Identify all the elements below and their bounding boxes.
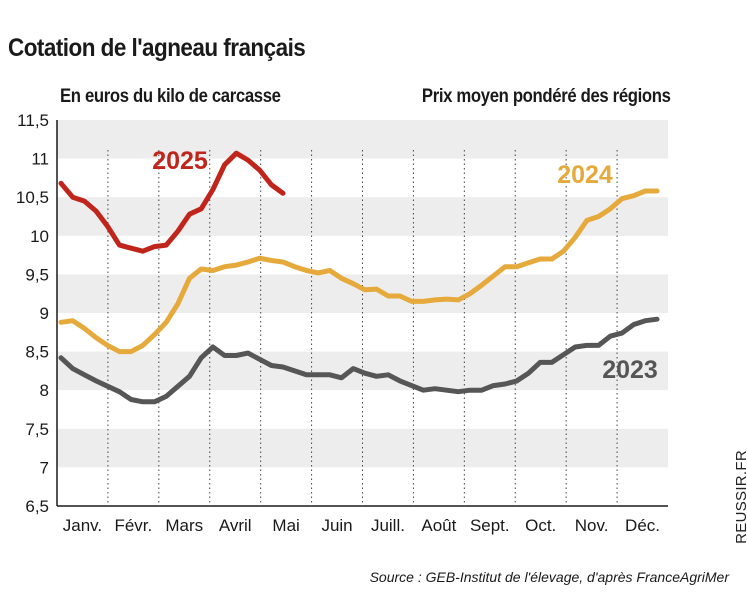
y-tick-label: 9,5 [25, 265, 49, 284]
series-line-2024 [58, 188, 660, 355]
x-tick-label: Janv. [63, 516, 102, 535]
credit-text: REUSSIR.FR [733, 450, 747, 544]
method-subtitle: Prix moyen pondéré des régions [422, 86, 671, 107]
y-tick-label: 9 [40, 304, 49, 323]
y-tick-label: 10 [30, 227, 49, 246]
series-line-2023 [58, 316, 660, 405]
x-tick-label: Févr. [114, 516, 152, 535]
x-tick-label: Déc. [625, 516, 660, 535]
y-tick-label: 11,5 [17, 111, 49, 130]
series-label-2023: 2023 [602, 356, 658, 384]
series-label-2024: 2024 [557, 161, 613, 189]
series-line-2025 [58, 150, 286, 254]
x-tick-label: Mai [272, 516, 299, 535]
x-tick-label: Avril [219, 516, 252, 535]
grid-band [57, 274, 668, 313]
x-tick-label: Mars [165, 516, 203, 535]
x-tick-label: Sept. [470, 516, 510, 535]
x-tick-label: Juin [321, 516, 352, 535]
y-tick-label: 10,5 [16, 188, 49, 207]
y-tick-label: 8 [40, 381, 49, 400]
x-tick-label: Oct. [525, 516, 556, 535]
y-tick-label: 11 [31, 150, 49, 169]
x-tick-label: Nov. [575, 516, 609, 535]
grid-band [57, 197, 668, 236]
series-label-2025: 2025 [152, 147, 208, 175]
y-tick-label: 7 [40, 458, 49, 477]
chart-title: Cotation de l'agneau français [8, 34, 306, 62]
source-note: Source : GEB-Institut de l'élevage, d'ap… [369, 569, 729, 585]
y-tick-label: 6,5 [25, 497, 49, 516]
y-tick-label: 8,5 [25, 343, 49, 362]
x-tick-label: Août [421, 516, 456, 535]
y-tick-label: 7,5 [25, 420, 49, 439]
grid-band [57, 120, 668, 159]
x-tick-label: Juill. [371, 516, 405, 535]
unit-subtitle: En euros du kilo de carcasse [60, 86, 281, 107]
